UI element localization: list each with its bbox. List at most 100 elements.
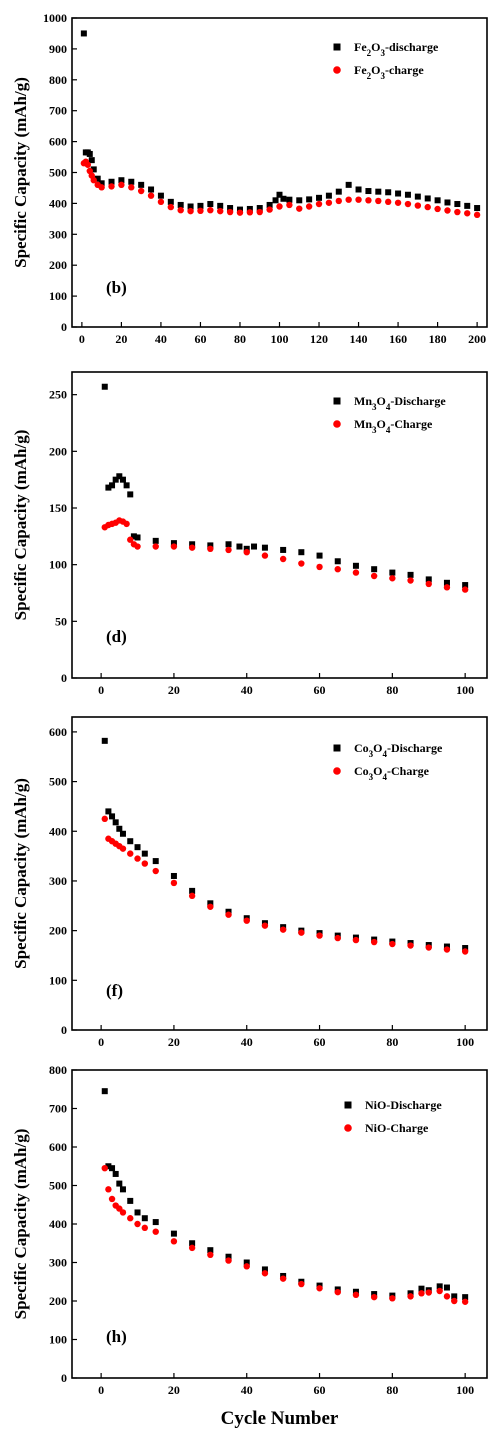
- y-tick-label: 300: [49, 874, 67, 888]
- y-tick-label: 500: [49, 1179, 67, 1193]
- data-point: [141, 850, 148, 857]
- series-charge: [101, 517, 469, 593]
- data-point: [188, 1244, 196, 1252]
- data-point: [170, 1230, 177, 1237]
- series-charge: [80, 158, 481, 219]
- data-point: [444, 199, 451, 206]
- data-point: [272, 197, 279, 204]
- data-point: [280, 546, 287, 553]
- legend-marker: [344, 1124, 352, 1132]
- data-point: [436, 1283, 443, 1290]
- data-point: [152, 858, 159, 865]
- data-point: [187, 207, 194, 215]
- data-point: [316, 563, 323, 571]
- data-point: [251, 543, 258, 550]
- x-tick-label: 0: [98, 1383, 104, 1397]
- legend-label: Co3O4-Charge: [354, 764, 430, 782]
- y-tick-label: 200: [49, 444, 67, 458]
- y-tick-label: 200: [49, 924, 67, 938]
- x-tick-label: 80: [386, 683, 398, 697]
- legend-marker: [333, 397, 341, 405]
- data-point: [152, 1219, 159, 1226]
- data-point: [256, 205, 263, 212]
- data-point: [434, 205, 441, 213]
- legend-marker: [333, 767, 341, 775]
- x-tick-label: 40: [241, 683, 253, 697]
- data-point: [443, 1293, 451, 1300]
- data-point: [177, 201, 184, 208]
- data-point: [279, 555, 287, 563]
- data-point: [261, 544, 268, 551]
- data-point: [407, 942, 414, 949]
- data-point: [352, 936, 360, 944]
- data-point: [177, 206, 184, 214]
- data-point: [80, 30, 87, 37]
- data-point: [225, 546, 232, 554]
- data-point: [316, 1285, 323, 1292]
- chart-panel-4: 0 100 200 300 400 500 600 700 800 0 20 40 60 80 100 Spe…: [11, 1063, 488, 1429]
- y-tick-label: 300: [49, 227, 67, 241]
- data-point: [298, 1280, 305, 1288]
- data-point: [152, 537, 159, 544]
- chart-panel-3: 0 100 200 300 400 500 600 0 20 40 60 80 100 Specific …: [11, 716, 488, 1049]
- data-point: [101, 1088, 108, 1095]
- x-tick-label: 100: [271, 332, 289, 346]
- data-point: [316, 552, 323, 559]
- data-point: [189, 1240, 196, 1247]
- y-tick-label: 250: [49, 388, 67, 402]
- plot-frame: [71, 371, 488, 679]
- data-point: [389, 1295, 396, 1302]
- data-point: [157, 192, 164, 199]
- data-point: [127, 1197, 134, 1204]
- y-tick-label: 100: [49, 289, 67, 303]
- data-point: [197, 207, 204, 215]
- data-point: [112, 819, 119, 826]
- y-tick-label: 800: [49, 1063, 67, 1077]
- data-point: [352, 1291, 360, 1299]
- data-point: [141, 1215, 148, 1222]
- data-point: [116, 1180, 123, 1187]
- series-discharge: [101, 383, 469, 589]
- panel-label: (b): [106, 278, 127, 297]
- x-tick-label: 200: [468, 332, 486, 346]
- data-point: [207, 545, 214, 552]
- data-point: [90, 166, 97, 173]
- data-point: [225, 541, 232, 548]
- data-point: [236, 543, 243, 550]
- x-tick-label: 0: [98, 1035, 104, 1049]
- data-point: [443, 579, 450, 586]
- data-point: [389, 575, 396, 582]
- legend-label: NiO-Charge: [365, 1121, 429, 1135]
- x-tick-label: 20: [168, 683, 180, 697]
- data-point: [315, 200, 323, 208]
- legend-label: Co3O4-Discharge: [354, 741, 443, 759]
- x-tick-label: 0: [98, 683, 104, 697]
- data-point: [280, 195, 287, 202]
- data-point: [370, 572, 378, 580]
- x-tick-label: 20: [115, 332, 127, 346]
- data-point: [296, 205, 303, 212]
- data-point: [119, 1209, 127, 1216]
- data-point: [119, 1186, 126, 1193]
- data-point: [127, 536, 134, 543]
- data-point: [152, 1228, 159, 1235]
- data-point: [207, 542, 214, 549]
- data-point: [454, 201, 461, 208]
- data-point: [109, 482, 116, 489]
- data-point: [454, 208, 461, 216]
- plot-frame: [71, 1069, 488, 1379]
- data-point: [424, 195, 431, 202]
- data-point: [108, 183, 115, 190]
- x-tick-label: 60: [314, 683, 326, 697]
- chart-panel-1: 0 100 200 300 400 500 600 700 800 900 1000 0 20 40 60 8…: [11, 11, 488, 346]
- data-point: [118, 177, 125, 184]
- data-point: [170, 1238, 178, 1245]
- data-point: [119, 476, 126, 483]
- y-tick-label: 200: [49, 258, 67, 272]
- data-point: [266, 201, 273, 208]
- data-point: [90, 177, 97, 184]
- x-tick-label: 60: [194, 332, 206, 346]
- data-point: [98, 184, 105, 191]
- data-point: [187, 203, 194, 210]
